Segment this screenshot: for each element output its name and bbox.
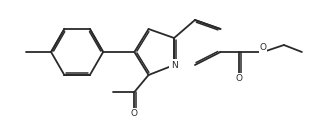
Text: N: N (171, 60, 178, 69)
Text: O: O (260, 43, 267, 52)
Text: O: O (236, 74, 243, 83)
Text: O: O (131, 109, 138, 118)
